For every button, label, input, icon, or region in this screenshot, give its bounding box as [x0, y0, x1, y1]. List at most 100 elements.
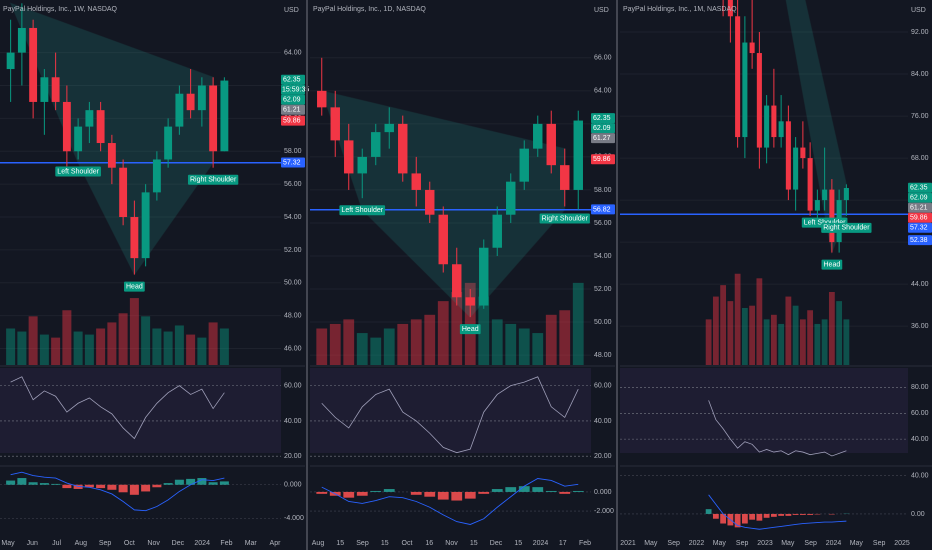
y-tick-label: 56.00	[284, 181, 302, 188]
macd-histogram	[424, 491, 436, 497]
candle-body	[107, 143, 116, 168]
y-tick-label: 44.00	[911, 281, 929, 288]
candle-body	[96, 110, 105, 144]
y-tick-label: 40.00	[911, 436, 929, 443]
volume-bar	[464, 282, 476, 365]
macd-line	[708, 494, 847, 530]
volume-bar	[828, 292, 835, 365]
y-tick-label: 40.00	[911, 473, 929, 480]
volume-bar	[410, 319, 422, 365]
candle-body	[119, 167, 128, 218]
pattern-label-box	[821, 222, 872, 233]
price-badge-label: 59.86	[593, 156, 611, 163]
x-tick-label: 15	[470, 540, 478, 547]
x-tick-label: 17	[559, 540, 567, 547]
volume-bar	[491, 319, 503, 365]
y-tick-label: 0.000	[284, 482, 302, 489]
plot-area	[0, 2, 281, 365]
candle-body	[186, 93, 195, 111]
price-badge-label: 59.86	[283, 118, 301, 125]
volume-bar	[208, 322, 218, 365]
price-badge-label: 62.09	[283, 97, 301, 104]
y-tick-label: 50.00	[594, 319, 612, 326]
y-tick-label: 64.00	[284, 49, 302, 56]
volume-bar	[572, 282, 584, 365]
candle-body	[17, 27, 26, 53]
candle-body	[438, 214, 448, 265]
candle-body	[785, 121, 791, 190]
x-tick-label: 2024	[194, 540, 210, 547]
price-badge-label: 62.35	[283, 77, 301, 84]
macd-histogram	[208, 482, 218, 485]
macd-histogram	[478, 491, 490, 494]
candle-body	[330, 107, 340, 141]
macd-histogram	[763, 513, 770, 518]
price-badge-label: 56.82	[593, 206, 611, 213]
macd-histogram	[62, 484, 72, 489]
volume-bar	[424, 314, 436, 365]
macd-line	[321, 478, 579, 525]
chart-title: PayPal Holdings, Inc., 1D, NASDAQ	[313, 6, 426, 13]
pattern-label: Left Shoulder	[341, 207, 383, 214]
volume-bar	[478, 296, 490, 365]
volume-bar	[96, 328, 106, 365]
macd-histogram	[451, 491, 463, 501]
x-tick-label: Jun	[27, 540, 38, 547]
rsi-band	[310, 368, 591, 453]
pattern-label-box	[821, 259, 843, 270]
macd-histogram	[370, 490, 382, 492]
volume-bar	[545, 314, 557, 365]
x-tick-label: 15	[514, 540, 522, 547]
y-tick-label: 52.00	[284, 247, 302, 254]
macd-histogram	[807, 513, 814, 515]
candle-body	[6, 52, 15, 70]
price-badge	[591, 113, 615, 124]
x-tick-label: Jul	[52, 540, 61, 547]
macd-histogram	[572, 490, 584, 492]
candle-body	[546, 123, 556, 166]
x-tick-label: 2024	[533, 540, 549, 547]
volume-bar	[792, 305, 799, 365]
price-badge-label: 59.86	[910, 215, 928, 222]
y-tick-label: 0.00	[911, 511, 925, 518]
candle-body	[829, 189, 835, 243]
y-tick-label: 0.000	[594, 489, 612, 496]
x-tick-label: Sep	[667, 540, 680, 547]
y-tick-label: 84.00	[911, 71, 929, 78]
panel: 64.0062.0060.0058.0056.0054.0052.0050.00…	[0, 2, 309, 547]
macd-histogram	[712, 513, 719, 519]
volume-bar	[778, 323, 785, 365]
macd-histogram	[741, 513, 748, 524]
price-badge	[281, 74, 305, 85]
volume-bar	[799, 319, 806, 365]
macd-histogram	[410, 491, 422, 495]
x-tick-label: Apr	[270, 540, 282, 547]
macd-histogram	[785, 513, 792, 516]
pattern-label: Head	[462, 326, 479, 333]
y-tick-label: 60.00	[284, 382, 302, 389]
y-tick-label: -4.000	[284, 515, 304, 522]
chart-title: PayPal Holdings, Inc., 1M, NASDAQ	[623, 6, 737, 13]
x-tick-label: 2022	[689, 540, 705, 547]
volume-bar	[807, 310, 814, 365]
candle-body	[197, 85, 206, 111]
pattern-label: Right Shoulder	[190, 177, 237, 184]
volume-bar	[141, 316, 151, 365]
volume-bar	[28, 316, 38, 365]
volume-bar	[712, 296, 719, 365]
volume-bar	[734, 273, 741, 365]
candle-body	[141, 192, 150, 259]
macd-histogram	[6, 480, 16, 485]
macd-histogram	[705, 509, 712, 514]
candle-body	[152, 159, 161, 193]
rsi-line	[10, 376, 225, 440]
macd-histogram	[28, 482, 38, 485]
candle-body	[807, 158, 813, 211]
candle-body	[771, 105, 777, 138]
x-tick-label: Aug	[312, 540, 325, 547]
volume-bar	[814, 323, 821, 365]
x-tick-label: Nov	[147, 540, 160, 547]
macd-histogram	[792, 513, 799, 515]
x-tick-label: Sep	[873, 540, 886, 547]
y-tick-label: 68.00	[911, 155, 929, 162]
